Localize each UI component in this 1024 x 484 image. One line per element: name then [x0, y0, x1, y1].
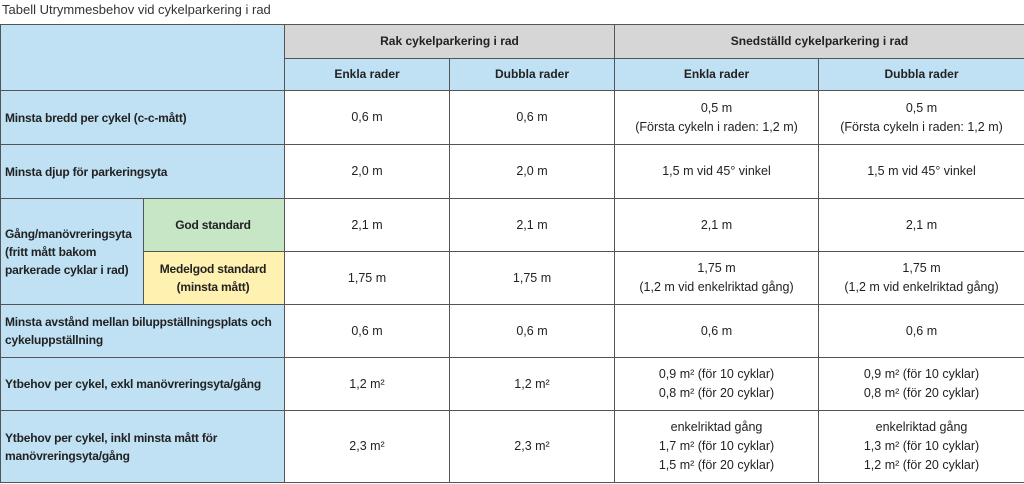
cell-line: (1,2 m vid enkelriktad gång): [639, 280, 794, 294]
value-cell: 1,75 m: [449, 251, 615, 305]
column-header: Enkla rader: [614, 58, 819, 91]
value-cell: 2,3 m²: [449, 410, 615, 483]
value-cell: 2,3 m²: [284, 410, 450, 483]
cell-line: 1,7 m² (för 10 cyklar): [658, 439, 775, 453]
cell-line: 1,75 m: [697, 261, 736, 275]
value-cell: 2,0 m: [284, 144, 450, 199]
value-cell: 1,75 m (1,2 m vid enkelriktad gång): [614, 251, 819, 305]
value-cell: 0,6 m: [449, 304, 615, 358]
row-label: Gång/manövreringsyta (fritt mått bakom p…: [0, 198, 144, 305]
cell-line: 0,6 m: [516, 110, 548, 124]
cell-line: 2,1 m: [700, 217, 733, 232]
row-label: Minsta avstånd mellan biluppställningspl…: [0, 304, 285, 358]
cell-line: 1,3 m² (för 10 cyklar): [863, 439, 980, 453]
value-cell: 0,5 m (Första cykeln i raden: 1,2 m): [614, 90, 819, 145]
sub-label: Medelgod standard (minsta mått): [143, 251, 285, 305]
value-cell: 1,2 m²: [449, 357, 615, 411]
column-header: Dubbla rader: [818, 58, 1024, 91]
table-row: Enkla rader Dubbla rader Enkla rader Dubbla…: [1, 58, 1024, 91]
column-header: Dubbla rader: [449, 58, 615, 91]
value-cell: 0,6 m: [449, 90, 615, 145]
table-row: Rak cykelparkering i rad Snedställd cykel…: [0, 24, 1024, 91]
value-cell: 2,1 m: [449, 198, 615, 252]
table: Rak cykelparkering i rad Snedställd cykel…: [0, 24, 1024, 483]
cell-line: 1,75 m: [512, 270, 552, 285]
cell-line: enkelriktad gång: [875, 420, 968, 434]
table-row: Minsta avstånd mellan biluppställningspl…: [0, 304, 1024, 358]
cell-line: 0,9 m² (för 10 cyklar): [863, 367, 980, 381]
cell-line: 0,5 m: [700, 100, 733, 115]
value-cell: 0,6 m: [614, 304, 819, 358]
cell-line: (Första cykeln i raden: 1,2 m): [840, 119, 1003, 134]
value-cell: 1,75 m: [284, 251, 450, 305]
cell-line: 0,8 m² (för 20 cyklar): [863, 386, 980, 400]
row-label: Minsta bredd per cykel (c-c-mått): [0, 90, 285, 145]
cell-line: 2,1 m: [351, 217, 383, 232]
corner-cell: [0, 24, 285, 91]
sub-label: God standard: [143, 198, 285, 252]
cell-line: 2,0 m: [351, 164, 383, 178]
cell-line: 2,3 m²: [514, 439, 550, 453]
value-cell: enkelriktad gång 1,7 m² (för 10 cyklar) 1,…: [614, 410, 819, 483]
cell-line: 2,0 m: [516, 164, 548, 178]
group-header: Snedställd cykelparkering i rad: [614, 24, 1024, 59]
cell-line: 1,5 m vid 45° vinkel: [662, 164, 771, 178]
cell-line: 0,6 m: [700, 323, 733, 338]
cell-line: 2,1 m: [905, 217, 938, 232]
table-row: Gång/manövreringsyta (fritt mått bakom p…: [0, 198, 1024, 305]
value-cell: enkelriktad gång 1,3 m² (för 10 cyklar) 1,…: [818, 410, 1024, 483]
group-header: Rak cykelparkering i rad: [284, 24, 615, 59]
cell-line: 0,6 m: [351, 110, 383, 124]
row-label: Minsta djup för parkeringsyta: [0, 144, 285, 199]
cell-line: 1,2 m² (för 20 cyklar): [863, 458, 980, 472]
value-cell: 1,75 m (1,2 m vid enkelriktad gång): [818, 251, 1024, 305]
cell-line: 0,6 m: [905, 323, 938, 338]
table-row: Ytbehov per cykel, exkl manövreringsyta/…: [0, 357, 1024, 411]
cell-line: (Första cykeln i raden: 1,2 m): [635, 119, 798, 134]
value-cell: 2,0 m: [449, 144, 615, 199]
cell-line: 2,1 m: [516, 217, 548, 232]
value-cell: 1,5 m vid 45° vinkel: [614, 144, 819, 199]
value-cell: 2,1 m: [614, 198, 819, 252]
value-cell: 1,2 m²: [284, 357, 450, 411]
cell-line: 1,5 m vid 45° vinkel: [867, 164, 976, 178]
value-cell: 2,1 m: [284, 198, 450, 252]
cell-line: 0,6 m: [351, 323, 383, 338]
cell-line: 1,75 m: [902, 261, 941, 275]
value-cell: 0,6 m: [284, 304, 450, 358]
row-label: Ytbehov per cykel, exkl manövreringsyta/…: [0, 357, 285, 411]
cell-line: 0,8 m² (för 20 cyklar): [658, 386, 775, 400]
table-row: Minsta djup för parkeringsyta 2,0 m 2,0 m 1…: [0, 144, 1024, 199]
cell-line: 0,5 m: [905, 100, 938, 115]
value-cell: 2,1 m: [818, 198, 1024, 252]
value-cell: 0,6 m: [818, 304, 1024, 358]
cell-line: enkelriktad gång: [670, 420, 763, 434]
table-caption: Tabell Utrymmesbehov vid cykelparkering …: [2, 2, 271, 17]
value-cell: 0,5 m (Första cykeln i raden: 1,2 m): [818, 90, 1024, 145]
value-cell: 0,6 m: [284, 90, 450, 145]
table-row: Medelgod standard (minsta mått) 1,75 m 1,7…: [1, 251, 1024, 305]
table-row: Minsta bredd per cykel (c-c-mått) 0,6 m 0,…: [0, 90, 1024, 145]
value-cell: 0,9 m² (för 10 cyklar) 0,8 m² (för 20 cyk…: [614, 357, 819, 411]
cell-line: (1,2 m vid enkelriktad gång): [844, 280, 999, 294]
cell-line: 1,5 m² (för 20 cyklar): [658, 458, 775, 472]
cell-line: 2,3 m²: [349, 439, 385, 453]
value-cell: 0,9 m² (för 10 cyklar) 0,8 m² (för 20 cyk…: [818, 357, 1024, 411]
cell-line: 0,6 m: [516, 323, 548, 338]
column-header: Enkla rader: [284, 58, 450, 91]
row-label: Ytbehov per cykel, inkl minsta mått för …: [0, 410, 285, 483]
cell-line: 0,9 m² (för 10 cyklar): [658, 367, 775, 381]
cell-line: 1,2 m²: [349, 376, 385, 391]
cell-line: 1,2 m²: [514, 376, 550, 391]
table-row: Ytbehov per cykel, inkl minsta mått för …: [0, 410, 1024, 483]
cell-line: 1,75 m: [347, 270, 387, 285]
value-cell: 1,5 m vid 45° vinkel: [818, 144, 1024, 199]
